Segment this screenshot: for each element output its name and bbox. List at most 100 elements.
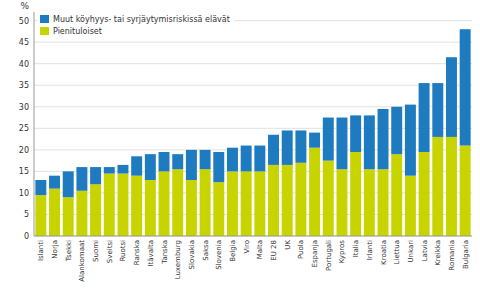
bar [323, 161, 334, 236]
x-tick-label: Kypros [338, 240, 346, 264]
x-tick-label: Islanti [37, 240, 45, 261]
bar [446, 137, 457, 236]
y-tick-label: 10 [19, 189, 29, 198]
x-tick-label: Slovenia [215, 240, 223, 270]
x-tick-label: Saksa [202, 240, 210, 261]
bar [159, 171, 170, 236]
x-tick-label: Sveitsi [106, 240, 114, 263]
bar [227, 148, 238, 172]
legend: Muut köyhyys- tai syrjäytymisriskissä el… [37, 13, 234, 40]
bar [460, 29, 471, 145]
bar [378, 109, 389, 169]
x-tick-label: UK [284, 240, 292, 250]
bar [213, 182, 224, 236]
x-tick-label: Slovakia [188, 240, 196, 269]
x-tick-label: Tanska [161, 240, 169, 265]
y-tick-label: 45 [19, 38, 29, 47]
bar [460, 146, 471, 236]
chart-svg: 05101520253035404550%IslantiNorjaTsekkiA… [0, 0, 480, 288]
bar [295, 130, 306, 162]
bar [241, 146, 252, 172]
legend-label: Muut köyhyys- tai syrjäytymisriskissä el… [53, 15, 230, 24]
x-tick-label: Liettua [393, 240, 401, 264]
bar [159, 152, 170, 171]
y-tick-label: 30 [19, 103, 29, 112]
x-axis-line [34, 236, 472, 237]
x-tick-label: Puola [297, 240, 305, 259]
bar [76, 167, 87, 191]
bar [200, 169, 211, 236]
legend-swatch [40, 15, 49, 23]
bar [282, 130, 293, 164]
bar [49, 189, 60, 236]
bar [378, 169, 389, 236]
y-tick-label: 50 [19, 17, 29, 26]
bar [145, 154, 156, 180]
x-tick-label: Itävalta [147, 240, 155, 267]
bar [172, 154, 183, 169]
bar [432, 83, 443, 137]
x-tick-label: Alankomaat [78, 240, 86, 282]
bar [186, 150, 197, 180]
bar [186, 180, 197, 236]
legend-swatch [40, 27, 49, 35]
legend-label: Pienituloiset [53, 27, 102, 36]
bar [309, 133, 320, 148]
bar [63, 171, 74, 197]
x-tick-label: Viro [243, 240, 251, 254]
x-tick-label: Ruotsi [119, 240, 127, 262]
bar [76, 191, 87, 236]
bar [104, 167, 115, 173]
x-tick-label: Italia [352, 240, 360, 257]
bar [254, 171, 265, 236]
series-1 [35, 29, 470, 197]
chart-container: 05101520253035404550%IslantiNorjaTsekkiA… [0, 0, 480, 288]
bar [90, 184, 101, 236]
y-tick-label: 35 [19, 81, 29, 90]
y-tick-label: 25 [19, 124, 29, 133]
bar [336, 118, 347, 170]
y-tick-label: 15 [19, 167, 29, 176]
bar [213, 152, 224, 182]
bar [405, 176, 416, 236]
y-axis-label: % [20, 1, 29, 11]
bar [49, 176, 60, 189]
grid-line [34, 85, 472, 86]
legend-background [37, 13, 234, 40]
x-tick-label: Tsekki [65, 240, 73, 262]
bar [419, 83, 430, 152]
x-ticks: Islanti Norja Tsekki Alankomaat Suomi Sveitsi… [37, 240, 469, 282]
bar [90, 167, 101, 184]
x-tick-label: Irlanti [366, 240, 374, 260]
bar [446, 57, 457, 137]
bar [391, 154, 402, 236]
x-tick-label: Luxemburg [174, 240, 182, 279]
bar [63, 197, 74, 236]
x-tick-label: Norja [51, 240, 59, 259]
x-tick-label: Belgia [229, 240, 237, 262]
x-tick-label: Latvia [421, 240, 429, 261]
bar [145, 180, 156, 236]
y-ticks: 05101520253035404550 [19, 17, 29, 241]
bar [323, 118, 334, 161]
bar [268, 165, 279, 236]
bar [350, 115, 361, 152]
bar [364, 115, 375, 169]
bar [104, 174, 115, 236]
bar [254, 146, 265, 172]
x-tick-label: Espanja [311, 240, 319, 267]
y-tick-label: 0 [24, 232, 29, 241]
x-tick-label: Malta [256, 240, 264, 259]
x-tick-label: Suomi [92, 240, 100, 262]
y-tick-label: 5 [24, 210, 29, 219]
bar [336, 169, 347, 236]
x-tick-label: Kroatia [380, 240, 388, 265]
bar [350, 152, 361, 236]
grid-line [34, 63, 472, 64]
bar [172, 169, 183, 236]
y-tick-label: 40 [19, 60, 29, 69]
x-tick-label: EU 28 [270, 240, 278, 261]
bar [391, 107, 402, 154]
bar [131, 176, 142, 236]
bar [241, 171, 252, 236]
